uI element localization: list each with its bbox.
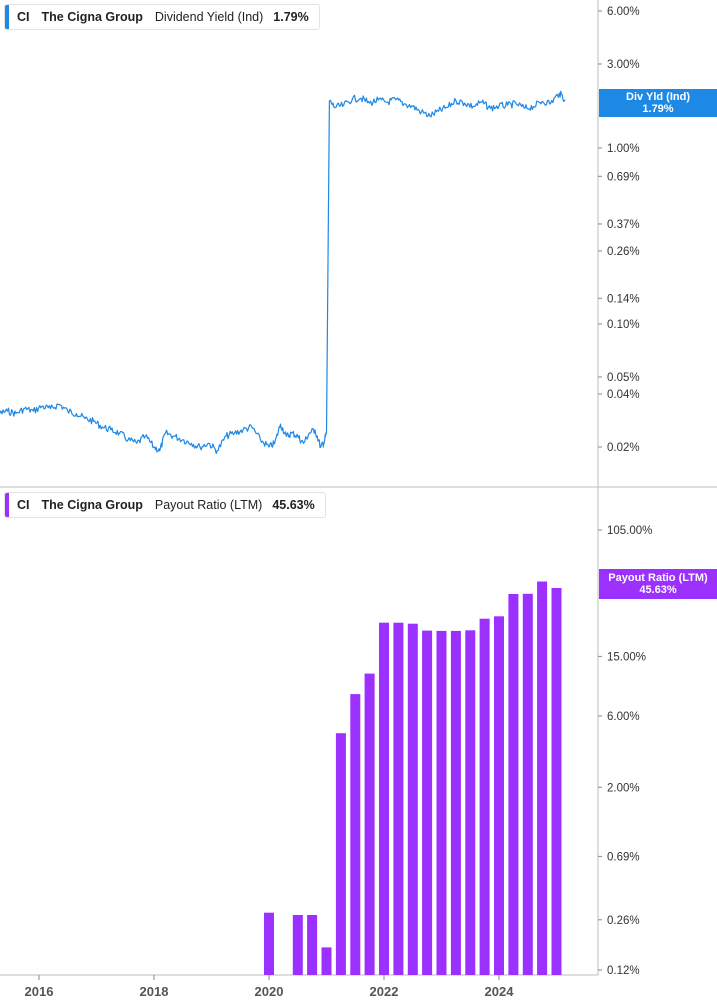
bottom-tag-label: Payout Ratio (LTM): [608, 572, 708, 584]
x-tick-label: 2016: [25, 984, 54, 999]
dividend-yield-series: [0, 90, 566, 454]
y-tick-label: 0.04%: [607, 389, 640, 401]
x-tick-label: 2024: [485, 984, 515, 999]
top-tag-value: 1.79%: [642, 103, 674, 115]
bottom-value-tag: Payout Ratio (LTM) 45.63%: [599, 569, 717, 599]
payout-bar: [350, 694, 361, 975]
bottom-legend-swatch: [5, 493, 9, 517]
x-tick-label: 2022: [370, 984, 399, 999]
payout-bar: [407, 623, 418, 975]
payout-bar: [479, 618, 490, 975]
y-tick-label: 0.12%: [607, 965, 640, 977]
y-tick-label: 0.26%: [607, 246, 640, 258]
bottom-y-axis: 105.00% 15.00% 6.00% 2.00% 0.69% 0.26% 0.12%: [598, 525, 652, 977]
y-tick-label: 3.00%: [607, 59, 640, 71]
payout-bar: [522, 593, 533, 975]
payout-bar: [335, 733, 346, 975]
bottom-legend-ticker: CI: [17, 498, 30, 512]
y-tick-label: 0.37%: [607, 219, 640, 231]
y-tick-label: 2.00%: [607, 782, 640, 794]
top-legend-swatch: [5, 5, 9, 29]
bottom-tag-value: 45.63%: [639, 584, 677, 596]
bottom-legend-metric: Payout Ratio (LTM): [154, 498, 263, 512]
payout-ratio-series: [264, 581, 562, 975]
payout-bar: [465, 630, 476, 975]
top-y-axis: 6.00% 3.00% 1.00% 0.69% 0.37% 0.26% 0.14% 0.10%…: [598, 6, 640, 454]
y-tick-label: 0.10%: [607, 319, 640, 331]
payout-bar: [450, 630, 461, 975]
payout-bar: [292, 915, 303, 975]
top-legend-company: The Cigna Group: [41, 10, 143, 24]
y-tick-label: 15.00%: [607, 651, 646, 663]
x-tick-label: 2018: [140, 984, 169, 999]
bottom-legend[interactable]: CI The Cigna Group Payout Ratio (LTM) 45…: [4, 492, 326, 518]
y-tick-label: 6.00%: [607, 6, 640, 18]
payout-bar: [307, 915, 318, 975]
top-legend[interactable]: CI The Cigna Group Dividend Yield (Ind) …: [4, 4, 320, 30]
y-tick-label: 1.00%: [607, 143, 640, 155]
payout-bar: [537, 581, 548, 975]
y-tick-label: 0.02%: [607, 442, 640, 454]
bottom-legend-value: 45.63%: [272, 498, 315, 512]
payout-bar: [494, 616, 504, 975]
top-legend-value: 1.79%: [273, 10, 309, 24]
top-legend-ticker: CI: [17, 10, 30, 24]
dividend-yield-line: [0, 90, 566, 454]
top-value-tag: Div Yld (Ind) 1.79%: [599, 89, 717, 117]
x-axis: 2016 2018 2020 2022 2024: [25, 975, 515, 999]
top-tag-label: Div Yld (Ind): [626, 91, 690, 103]
payout-bar: [436, 630, 447, 975]
payout-bar: [422, 630, 433, 975]
y-tick-label: 0.14%: [607, 293, 640, 305]
payout-bar: [364, 673, 375, 975]
y-tick-label: 0.69%: [607, 171, 640, 183]
y-tick-label: 6.00%: [607, 711, 640, 723]
x-tick-label: 2020: [255, 984, 284, 999]
payout-bar: [508, 594, 519, 975]
bottom-legend-company: The Cigna Group: [41, 498, 143, 512]
top-legend-metric: Dividend Yield (Ind): [154, 10, 264, 24]
payout-bar: [264, 912, 274, 975]
y-tick-label: 0.69%: [607, 851, 640, 863]
payout-bar: [551, 588, 562, 975]
payout-bar: [393, 622, 404, 975]
y-tick-label: 105.00%: [607, 525, 652, 537]
payout-bar: [379, 622, 389, 975]
payout-bar: [321, 947, 332, 975]
y-tick-label: 0.26%: [607, 915, 640, 927]
y-tick-label: 0.05%: [607, 372, 640, 384]
